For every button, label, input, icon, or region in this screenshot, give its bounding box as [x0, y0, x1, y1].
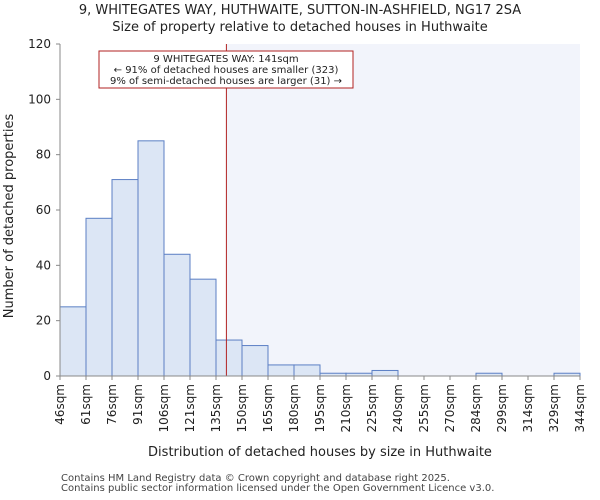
- x-tick-label: 61sqm: [79, 384, 93, 425]
- annotation-box: [98, 50, 354, 89]
- y-axis-label: Number of detached properties: [2, 114, 17, 319]
- x-tick-label: 195sqm: [313, 384, 327, 432]
- x-tick-label: 240sqm: [391, 384, 405, 432]
- x-tick-label: 225sqm: [365, 384, 379, 432]
- y-tick-label: 120: [28, 37, 51, 51]
- bar-180sqm: [293, 364, 321, 377]
- x-tick-label: 180sqm: [287, 384, 301, 432]
- bar-135sqm: [215, 339, 243, 377]
- x-axis-label: Distribution of detached houses by size …: [148, 445, 492, 460]
- x-tick-label: 255sqm: [417, 384, 431, 432]
- x-tick-label: 76sqm: [105, 384, 119, 425]
- x-axis-ticks: 46sqm 61sqm 76sqm 91sqm 106sqm 121sqm 135sqm 15…: [53, 376, 587, 432]
- x-tick-label: 344sqm: [573, 384, 587, 432]
- annotation-line-2: ← 91% of detached houses are smaller (32…: [114, 65, 339, 76]
- y-tick-label: 100: [28, 92, 51, 106]
- x-tick-label: 329sqm: [547, 384, 561, 432]
- x-tick-label: 150sqm: [235, 384, 249, 432]
- x-tick-label: 284sqm: [469, 384, 483, 432]
- bar-76sqm: [111, 179, 139, 377]
- footer-line-1: Contains HM Land Registry data © Crown c…: [61, 473, 450, 484]
- y-tick-label: 0: [43, 369, 51, 383]
- bar-165sqm: [267, 364, 295, 377]
- x-tick-label: 135sqm: [209, 384, 223, 432]
- bar-225sqm: [371, 369, 399, 377]
- chart-title: 9, WHITEGATES WAY, HUTHWAITE, SUTTON-IN-…: [79, 3, 521, 18]
- bar-150sqm: [241, 345, 269, 377]
- x-tick-label: 91sqm: [131, 384, 145, 425]
- x-tick-label: 46sqm: [53, 384, 67, 425]
- y-tick-label: 60: [36, 203, 51, 217]
- x-tick-label: 314sqm: [521, 384, 535, 432]
- footer-line-2: Contains public sector information licen…: [61, 483, 495, 494]
- bar-106sqm: [163, 253, 191, 377]
- x-tick-label: 210sqm: [339, 384, 353, 432]
- y-tick-label: 20: [36, 314, 51, 328]
- x-tick-label: 165sqm: [261, 384, 275, 432]
- above-subject-shade: [226, 44, 580, 376]
- x-tick-label: 106sqm: [157, 384, 171, 432]
- annotation-line-1: 9 WHITEGATES WAY: 141sqm: [153, 54, 298, 65]
- bar-91sqm: [137, 140, 165, 377]
- y-tick-label: 40: [36, 258, 51, 272]
- bar-121sqm: [189, 278, 217, 377]
- x-tick-label: 121sqm: [183, 384, 197, 432]
- y-tick-label: 80: [36, 148, 51, 162]
- y-axis-ticks: 0 20 40 60 80 100 120: [28, 37, 60, 383]
- bar-61sqm: [85, 217, 113, 377]
- x-tick-label: 299sqm: [495, 384, 509, 432]
- bar-46sqm: [59, 306, 87, 377]
- chart-subtitle: Size of property relative to detached ho…: [112, 20, 487, 35]
- x-tick-label: 270sqm: [443, 384, 457, 432]
- annotation-line-3: 9% of semi-detached houses are larger (3…: [110, 76, 342, 87]
- bars-group: [59, 140, 581, 377]
